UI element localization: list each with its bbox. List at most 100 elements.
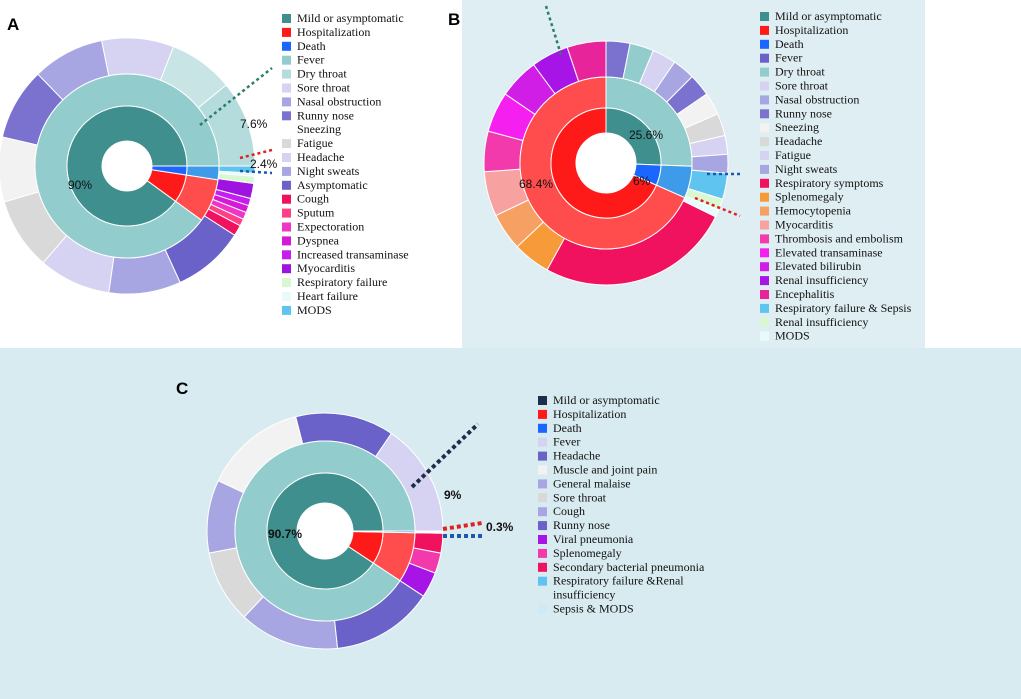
legend-label-myocarditis: Myocarditis	[297, 261, 355, 275]
legend-swatch-runny-nose	[282, 111, 291, 121]
panel-a-letter: A	[7, 15, 19, 34]
legend-label-cough: Cough	[297, 192, 329, 206]
legend-swatch-fever	[760, 53, 769, 63]
legend-swatch-splenomegaly	[538, 548, 547, 558]
legend-label-respiratory-failure-sepsis: Respiratory failure & Sepsis	[775, 301, 912, 315]
legend-swatch-increased-transaminase	[282, 250, 291, 260]
legend-label-sore-throat: Sore throat	[775, 79, 829, 93]
legend-label-headache: Headache	[775, 134, 822, 148]
legend-swatch-sore-throat	[282, 83, 291, 93]
legend-label-nasal-obstruction: Nasal obstruction	[775, 92, 859, 106]
legend-swatch-respiratory-failure-sepsis	[760, 303, 769, 313]
legend-label-increased-transaminase: Increased transaminase	[297, 247, 409, 261]
legend-label-runny-nose: Runny nose	[297, 108, 354, 122]
legend-label-dry-throat: Dry throat	[297, 67, 347, 81]
legend-label-sneezing: Sneezing	[297, 122, 341, 136]
legend-label-death: Death	[553, 421, 582, 435]
panel-c-inner-mild-or-asymptomatic-segment-0	[266, 472, 384, 590]
legend-swatch-elevated-bilirubin	[760, 262, 769, 272]
legend-swatch-myocarditis	[760, 220, 769, 230]
legend-label-asymptomatic: Asymptomatic	[297, 178, 368, 192]
legend-label-renal-insufficiency: Renal insufficiency	[775, 273, 868, 287]
legend-swatch-mild-or-asymptomatic	[538, 396, 547, 405]
legend-swatch-nasal-obstruction	[760, 95, 769, 105]
panel-b-hosp-pct: 68.4%	[519, 177, 553, 191]
legend-label-respiratory-failure: Respiratory failure	[297, 275, 387, 289]
legend-label-runny-nose: Runny nose	[775, 106, 832, 120]
legend-swatch-cough	[282, 194, 291, 204]
legend-swatch-hospitalization	[760, 25, 769, 35]
legend-label-death: Death	[775, 37, 804, 51]
legend-swatch-general-malaise	[538, 479, 547, 489]
legend-swatch-cough	[538, 507, 547, 517]
legend-swatch-death	[760, 39, 769, 49]
panel-b-death-pct: 6%	[633, 174, 651, 188]
panel-c-chart: C 90.7% 9% 0.3% Mild or asymptomaticHosp…	[176, 379, 705, 650]
legend-swatch-mild-or-asymptomatic	[282, 14, 291, 23]
legend-label-runny-nose: Runny nose	[553, 518, 610, 532]
legend-swatch-sputum	[282, 208, 291, 218]
legend-swatch-dyspnea	[282, 236, 291, 246]
legend-swatch-elevated-transaminase	[760, 248, 769, 258]
legend-label-fever: Fever	[297, 53, 324, 67]
legend-swatch-respiratory-failure-renal	[538, 576, 547, 586]
legend-label-cough: Cough	[553, 504, 585, 518]
legend-label-splenomegaly: Splenomegaly	[775, 190, 844, 204]
panel-b-letter: B	[448, 10, 460, 29]
panel-a-center-hole	[102, 141, 152, 191]
legend-label-elevated-transaminase: Elevated transaminase	[775, 245, 883, 259]
legend-swatch-fever	[282, 55, 291, 65]
legend-label-muscle-and-joint-pain: Muscle and joint pain	[553, 463, 657, 477]
legend-swatch-renal-insufficiency	[760, 276, 769, 286]
panel-c-death-callout-red	[442, 521, 483, 531]
legend-label-hospitalization: Hospitalization	[775, 23, 848, 37]
legend-label-splenomegaly: Splenomegaly	[553, 546, 622, 560]
legend-swatch-hospitalization	[282, 27, 291, 37]
legend-swatch-thrombosis-and-embolism	[760, 234, 769, 244]
panel-c-inner-death-segment-2	[352, 530, 384, 533]
legend-label-mods: MODS	[297, 303, 332, 317]
legend-swatch-sneezing	[760, 123, 769, 133]
legend-label-mods: MODS	[775, 329, 810, 343]
legend-swatch-viral-pneumonia	[538, 535, 547, 544]
panel-a-legend: Mild or asymptomaticHospitalizationDeath…	[282, 11, 409, 317]
legend-label-heart-failure: Heart failure	[297, 289, 358, 303]
panel-a-chart: A 90% 7.6% 2.4% Mild or asymptomaticHosp…	[0, 11, 409, 317]
legend-label-respiratory-failure-renal: Respiratory failure &Renal	[553, 574, 684, 588]
legend-swatch-sore-throat	[760, 81, 769, 91]
legend-swatch-respiratory-symptoms	[760, 178, 769, 188]
legend-label-headache: Headache	[553, 449, 600, 463]
legend-swatch-hemocytopenia	[760, 206, 769, 216]
legend-swatch-headache	[760, 137, 769, 147]
legend-label-respiratory-symptoms: Respiratory symptoms	[775, 176, 884, 190]
legend-swatch-nasal-obstruction	[282, 97, 291, 107]
legend-label-expectoration: Expectoration	[297, 220, 364, 234]
legend-swatch-splenomegaly	[760, 192, 769, 202]
panel-c-mild-pct: 90.7%	[268, 527, 302, 541]
panel-c-sunburst	[206, 412, 444, 650]
panel-b-hosp-callout-red	[694, 196, 741, 218]
legend-label-fever: Fever	[775, 51, 802, 65]
legend-label-fatigue: Fatigue	[297, 136, 333, 150]
panel-a-hosp-pct: 7.6%	[240, 117, 268, 131]
legend-label-mild-or-asymptomatic: Mild or asymptomatic	[775, 9, 882, 23]
legend-label-sneezing: Sneezing	[775, 120, 819, 134]
legend-swatch-asymptomatic	[282, 180, 291, 190]
legend-label-sepsis-mods: Sepsis & MODS	[553, 602, 634, 616]
legend-swatch-heart-failure	[282, 292, 291, 301]
panel-c-outer-sepsis-mods-segment-11	[414, 530, 444, 533]
legend-label-mild-or-asymptomatic: Mild or asymptomatic	[553, 393, 660, 407]
legend-label-encephalitis: Encephalitis	[775, 287, 835, 301]
legend-swatch-headache	[538, 451, 547, 461]
panel-c-annotations: 90.7% 9% 0.3%	[268, 422, 514, 541]
legend-label-fatigue: Fatigue	[775, 148, 811, 162]
panel-a-outer-sneezing-segment-5	[0, 136, 40, 203]
legend-label-mild-or-asymptomatic: Mild or asymptomatic	[297, 11, 404, 25]
legend-swatch-night-sweats	[282, 166, 291, 176]
legend-label-secondary-bacterial-pneumonia: Secondary bacterial pneumonia	[553, 560, 705, 574]
panel-b-mild-pct: 25.6%	[629, 128, 663, 142]
legend-swatch-fatigue	[760, 151, 769, 160]
legend-swatch-headache	[282, 153, 291, 162]
panel-c-background	[0, 348, 1021, 699]
panel-a-sunburst	[0, 37, 256, 295]
